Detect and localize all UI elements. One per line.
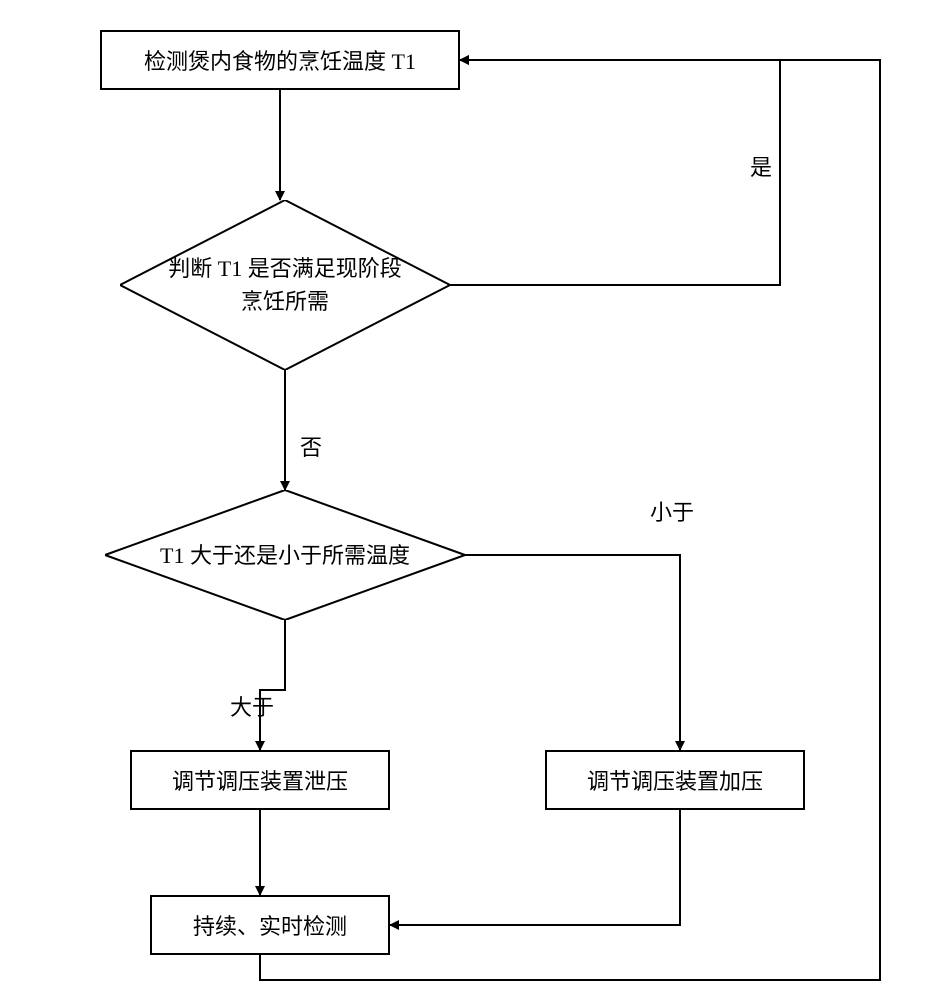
node-text: 检测煲内食物的烹饪温度 T1 [144,44,416,76]
node-detect-temp: 检测煲内食物的烹饪温度 T1 [100,30,460,90]
node-text: 调节调压装置泄压 [172,764,348,796]
node-judge-satisfy: 判断 T1 是否满足现阶段 烹饪所需 [120,200,450,370]
edge-label-yes: 是 [750,150,772,182]
node-text: 持续、实时检测 [193,909,347,941]
node-text-line1: 判断 T1 是否满足现阶段 [168,252,401,285]
node-compare-temp: T1 大于还是小于所需温度 [105,490,465,620]
node-continuous-detect: 持续、实时检测 [150,895,390,955]
edge-label-greater: 大于 [230,690,274,722]
node-text: 调节调压装置加压 [587,764,763,796]
node-text-line1: T1 大于还是小于所需温度 [160,539,410,572]
node-release-pressure: 调节调压装置泄压 [130,750,390,810]
edge-label-no: 否 [300,430,322,462]
edge-label-less: 小于 [650,495,694,527]
node-increase-pressure: 调节调压装置加压 [545,750,805,810]
node-text-line2: 烹饪所需 [241,285,329,318]
